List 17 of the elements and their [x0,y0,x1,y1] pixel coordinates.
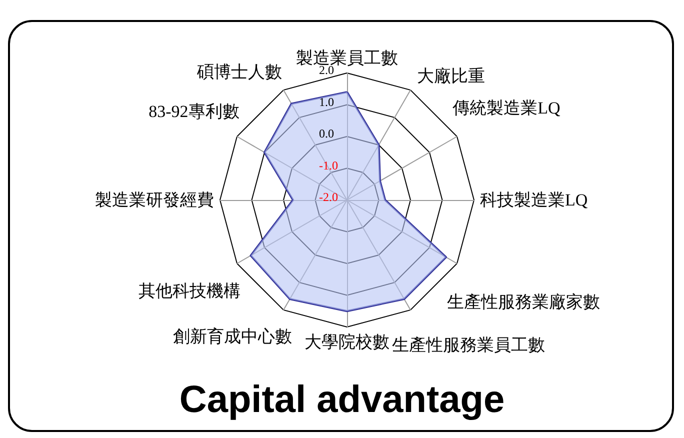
spoke-label: 傳統製造業LQ [452,98,560,118]
y-tick-label: 1.0 [319,94,334,109]
spoke-label: 碩博士人數 [196,62,282,82]
spoke-label: 大學院校數 [304,332,390,352]
spoke-label: 科技製造業LQ [480,190,588,210]
spoke-label: 製造業員工數 [296,48,398,68]
spoke-label: 製造業研發經費 [95,190,214,210]
spoke-label: 創新育成中心數 [172,326,292,346]
spoke-label: 大廠比重 [416,66,485,86]
spoke-label: 其他科技機構 [138,281,241,300]
y-tick-label: -1.0 [319,158,338,172]
text: Capital advantage [179,379,505,421]
spoke-label: 83-92專利數 [148,102,240,122]
y-tick-label: 0.0 [319,126,334,140]
spoke-label: 生產性服務業員工數 [392,335,546,354]
y-tick-label: -2.0 [319,190,338,204]
spoke-label: 生產性服務業廠家數 [446,292,600,312]
